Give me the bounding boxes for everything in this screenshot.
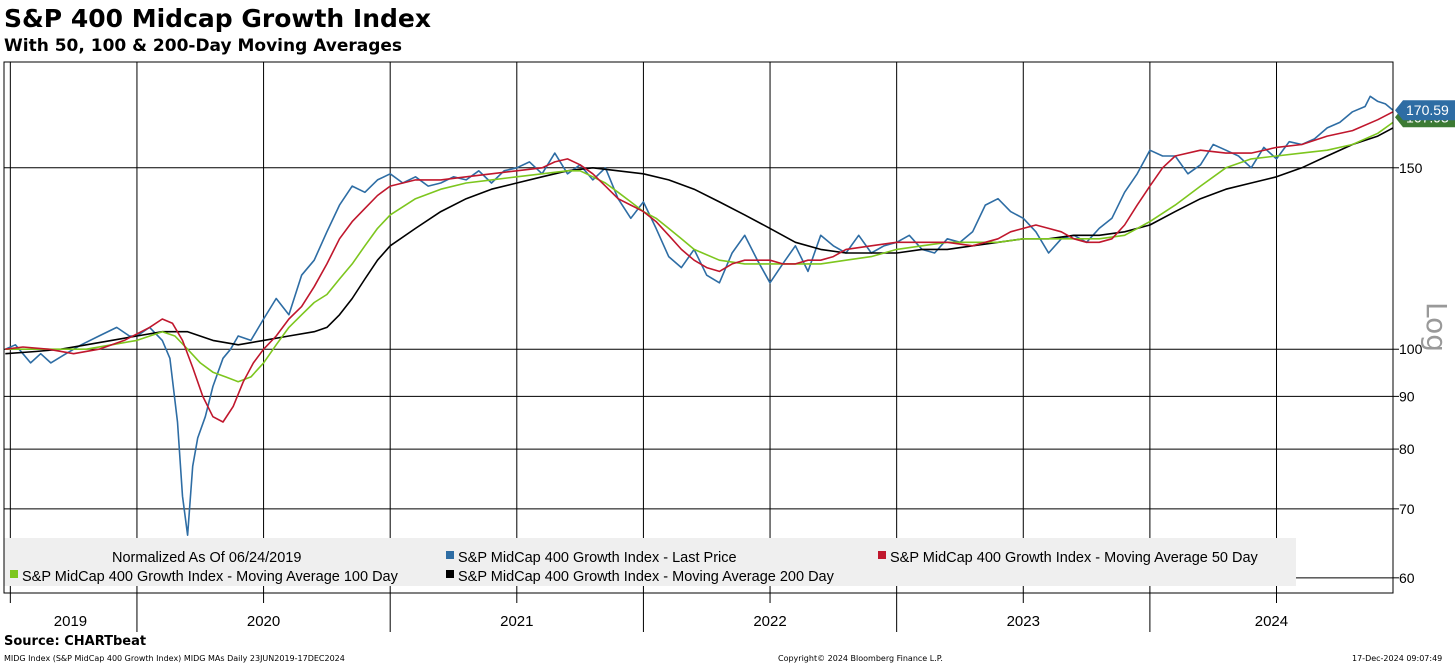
- source-note: Source: CHARTbeat: [4, 634, 147, 649]
- x-tick-label: 2020: [247, 613, 280, 630]
- legend-swatch-ma200: [446, 570, 454, 578]
- x-tick-label: 2021: [500, 613, 533, 630]
- legend-note: Normalized As Of 06/24/2019: [112, 550, 301, 566]
- y-tick-label: 150: [1399, 160, 1423, 176]
- x-tick-label: 2022: [753, 613, 786, 630]
- x-tick-label: 2019: [54, 613, 87, 630]
- legend: Normalized As Of 06/24/2019 S&P MidCap 4…: [4, 538, 1296, 586]
- series-line-ma100: [5, 121, 1394, 383]
- series-layer: [4, 95, 1394, 536]
- y-tick-label: 90: [1399, 388, 1415, 404]
- series-line-price: [4, 95, 1394, 536]
- copyright-note: Copyright© 2024 Bloomberg Finance L.P.: [778, 654, 943, 663]
- series-line-ma50: [5, 111, 1394, 423]
- legend-label-ma200: S&P MidCap 400 Growth Index - Moving Ave…: [458, 569, 835, 585]
- y-tick-label: 80: [1399, 441, 1415, 457]
- last-value-tag-price-shape: [1395, 100, 1455, 121]
- x-tick-label: 2023: [1007, 613, 1040, 630]
- y-tick-label: 60: [1399, 570, 1415, 586]
- ticker-info: MIDG Index (S&P MidCap 400 Growth Index)…: [4, 654, 345, 663]
- y-tick-label: 70: [1399, 501, 1415, 517]
- timestamp: 17-Dec-2024 09:07:49: [1352, 654, 1443, 663]
- legend-swatch-ma100: [10, 570, 18, 578]
- x-tick-label: 2024: [1255, 613, 1288, 630]
- last-value-tag-price-text: 170.59: [1406, 102, 1449, 118]
- legend-label-price: S&P MidCap 400 Growth Index - Last Price: [458, 550, 737, 566]
- plot-frame: [3, 61, 1394, 594]
- last-value-tag-price: 170.59: [1395, 100, 1455, 121]
- series-line-ma200: [5, 127, 1394, 355]
- legend-background: [4, 538, 1296, 586]
- axis-layer: 60 70 80 90 100 150 2019 2020 2021 2022 2023 2024 Lo…: [3, 61, 1455, 632]
- legend-swatch-ma50: [878, 551, 886, 559]
- chart-subtitle: With 50, 100 & 200-Day Moving Averages: [4, 36, 403, 56]
- log-scale-label: Log: [1420, 302, 1453, 352]
- legend-swatch-price: [446, 551, 454, 559]
- y-tick-label: 100: [1399, 341, 1423, 357]
- chart-title: S&P 400 Midcap Growth Index: [4, 4, 432, 33]
- grid-layer: [4, 62, 1393, 593]
- legend-label-ma50: S&P MidCap 400 Growth Index - Moving Ave…: [890, 550, 1259, 566]
- legend-label-ma100: S&P MidCap 400 Growth Index - Moving Ave…: [22, 569, 399, 585]
